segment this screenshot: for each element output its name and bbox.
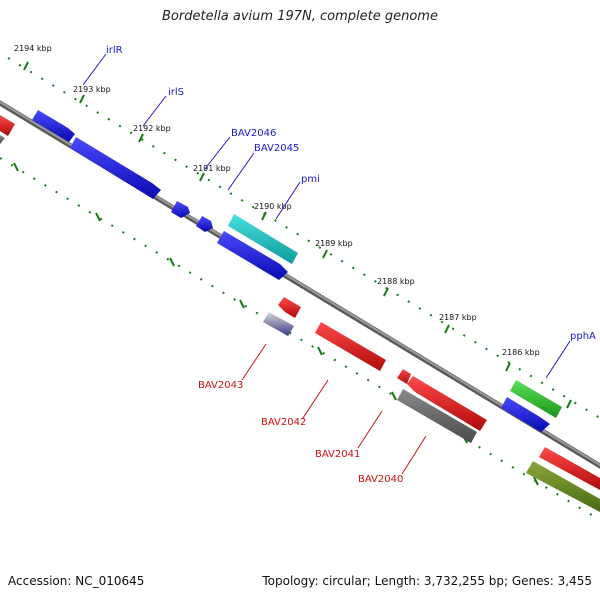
gene-label-BAV2043: BAV2043 <box>198 380 243 391</box>
accession-text: Accession: NC_010645 <box>8 574 145 588</box>
ruler-tick <box>505 362 511 372</box>
kbp-label: 2191 kbp <box>193 164 231 173</box>
gene-label-BAV2042: BAV2042 <box>261 417 306 428</box>
gene-label-BAV2041: BAV2041 <box>315 449 360 460</box>
gene-label-pphA: pphA <box>570 331 596 342</box>
lower-ruler-line <box>0 157 600 521</box>
gene-label-irlS: irlS <box>168 87 184 98</box>
forward-genes <box>0 110 562 432</box>
gene-small-red-arrow[interactable] <box>397 369 411 384</box>
ruler-tick <box>533 476 539 486</box>
gene-irlR-arrow[interactable] <box>32 110 75 142</box>
gene-small-blue-1[interactable] <box>171 201 190 218</box>
gene-BAV2045-arrow[interactable] <box>217 231 288 280</box>
gene-label-BAV2046: BAV2046 <box>231 128 276 139</box>
map-title: Bordetella avium 197N, complete genome <box>162 9 438 24</box>
gene-olive-right-edge[interactable] <box>526 461 600 512</box>
genome-summary-text: Topology: circular; Length: 3,732,255 bp… <box>262 574 592 588</box>
gene-label-pmi: pmi <box>301 174 320 185</box>
gene-blue-right-arrow[interactable] <box>501 397 550 432</box>
ruler-tick <box>13 162 19 172</box>
gene-pphA-box[interactable] <box>510 380 562 418</box>
ruler-tick <box>566 399 572 409</box>
ruler-tick <box>199 172 205 182</box>
gene-red-left-edge[interactable] <box>0 115 15 136</box>
kbp-label: 2187 kbp <box>439 313 477 322</box>
kbp-label: 2186 kbp <box>502 348 540 357</box>
ruler-tick <box>23 61 29 71</box>
ruler-tick <box>261 211 267 221</box>
ruler-tick <box>169 257 175 267</box>
gene-BAV2046-arrow[interactable] <box>196 216 213 232</box>
lower-ruler <box>0 157 600 521</box>
ruler-tick <box>444 324 450 334</box>
ruler-tick <box>138 133 144 143</box>
gene-BAV2041-arrow[interactable] <box>407 376 487 431</box>
ruler-tick <box>322 249 328 259</box>
ruler-tick <box>79 94 85 104</box>
reverse-genes <box>263 297 600 512</box>
gene-label-irlR: irlR <box>106 45 123 56</box>
gene-navy-box[interactable] <box>263 312 294 336</box>
gene-BAV2040-box[interactable] <box>397 389 477 443</box>
gene-label-BAV2045: BAV2045 <box>254 143 299 154</box>
upper-ruler-line <box>7 57 600 419</box>
gene-red-right-edge[interactable] <box>539 447 600 490</box>
kbp-label: 2189 kbp <box>315 239 353 248</box>
gene-irlS-arrow[interactable] <box>70 137 161 199</box>
ruler-tick <box>239 299 245 309</box>
gene-pmi-box[interactable] <box>228 214 298 264</box>
kbp-label: 2193 kbp <box>73 85 111 94</box>
gene-BAV2043-arrow[interactable] <box>278 297 301 318</box>
kbp-label: 2192 kbp <box>133 124 171 133</box>
kbp-label: 2188 kbp <box>377 277 415 286</box>
kbp-label: 2190 kbp <box>254 202 292 211</box>
upper-ruler: 2194 kbp 2193 kbp 2192 kbp 2191 kbp 2190… <box>7 44 600 419</box>
gene-gray-left-edge[interactable] <box>0 135 5 144</box>
gene-labels: irlR irlS BAV2046 BAV2045 pmi pphA BAV20… <box>106 45 596 485</box>
gene-label-BAV2040: BAV2040 <box>358 474 403 485</box>
label-leaders <box>82 53 571 475</box>
ruler-tick <box>95 212 101 222</box>
ruler-tick <box>317 346 323 356</box>
kbp-label: 2194 kbp <box>14 44 52 53</box>
gene-BAV2042-box[interactable] <box>315 322 386 371</box>
ruler-tick <box>383 287 389 297</box>
ruler-tick <box>391 391 397 401</box>
